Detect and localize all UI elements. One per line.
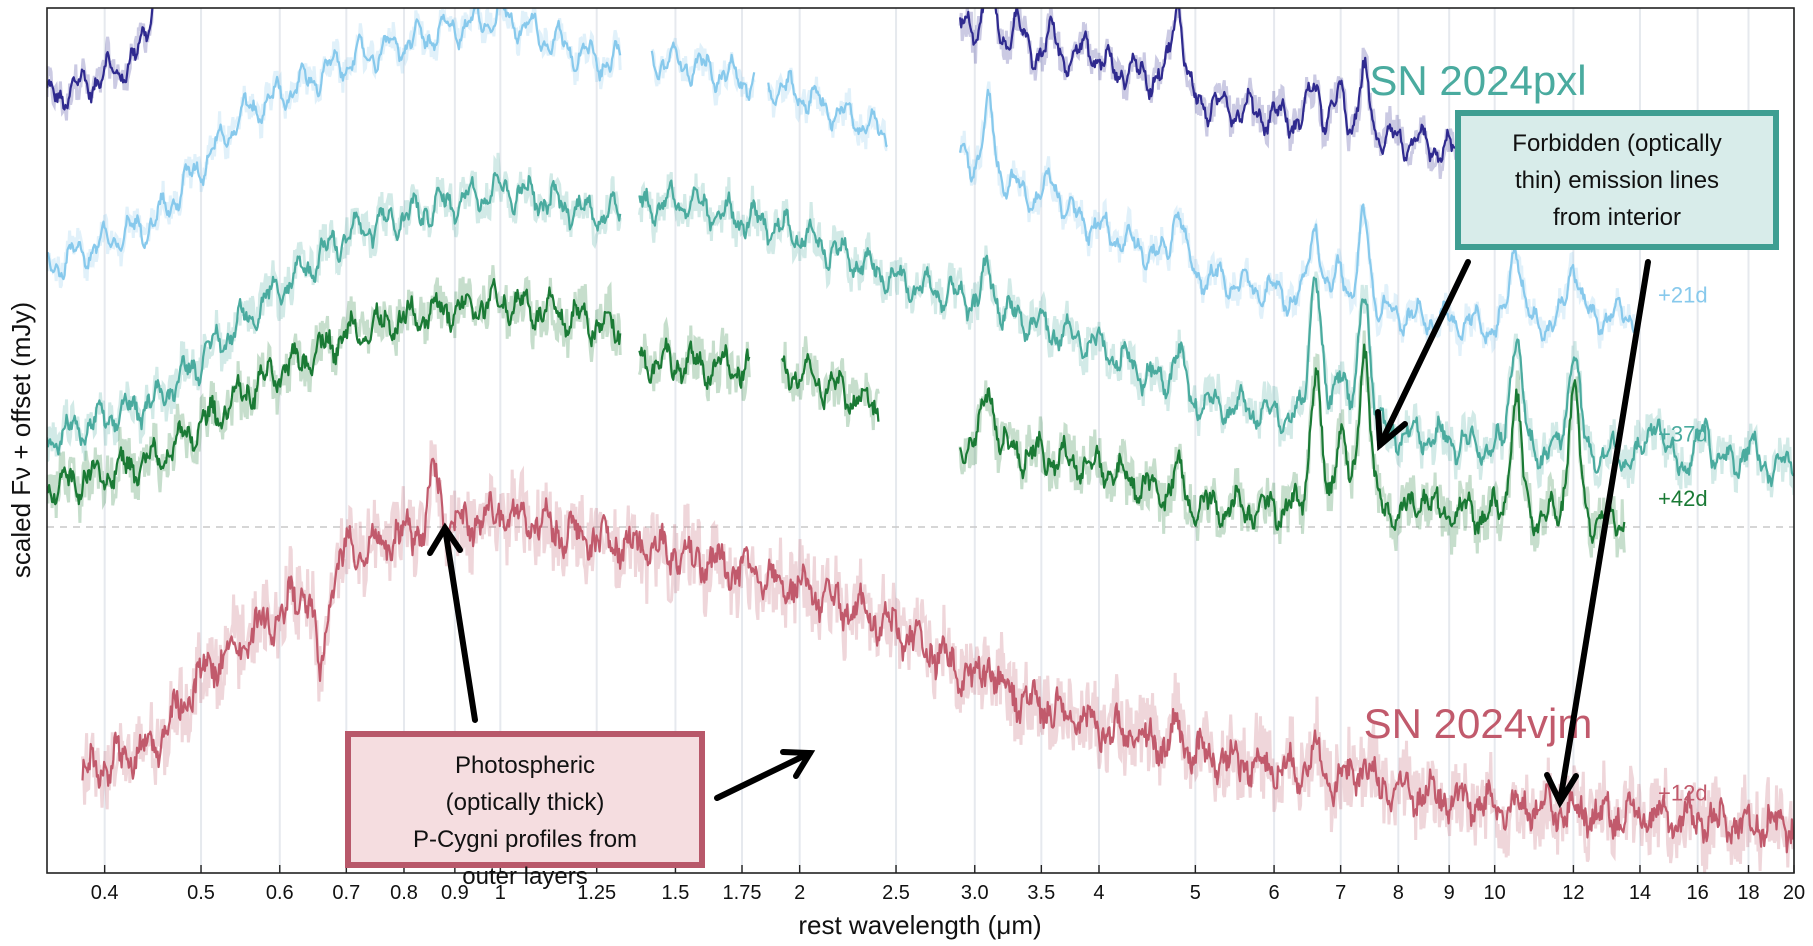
x-tick-label: 5 — [1190, 882, 1201, 904]
x-tick-label: 16 — [1687, 882, 1709, 904]
x-tick-label: 0.8 — [390, 882, 418, 904]
series-plus-37d — [47, 152, 1794, 498]
x-tick-label: 7 — [1335, 882, 1346, 904]
epoch-label: +37d — [1658, 421, 1708, 446]
forbidden-box — [1455, 110, 1779, 250]
x-tick-label: 9 — [1444, 882, 1455, 904]
photospheric-annotation: Photospheric (optically thick) P-Cygni pro… — [345, 731, 705, 890]
arrow-forbidden-right-head — [1544, 772, 1579, 809]
series-line — [959, 88, 1635, 345]
series-line — [47, 8, 154, 111]
arrow-photo-right-shaft — [714, 750, 813, 801]
x-tick-label: 18 — [1737, 882, 1759, 904]
x-tick-label: 10 — [1484, 882, 1506, 904]
x-tick-label: 20 — [1783, 882, 1805, 904]
sn-2024pxl-label: SN 2024pxl — [1369, 57, 1586, 104]
series-uncertainty — [47, 8, 622, 289]
series-layer — [47, 8, 1794, 873]
x-axis-title: rest wavelength (μm) — [798, 910, 1041, 940]
x-tick-label: 0.4 — [91, 882, 119, 904]
x-tick-label: 3.0 — [961, 882, 989, 904]
series-line — [47, 278, 622, 506]
series-line — [959, 343, 1626, 544]
x-tick-label: 1 — [495, 882, 506, 904]
x-tick-label: 0.5 — [187, 882, 215, 904]
series-line — [767, 69, 888, 148]
x-ticks: 0.4 0.5 0.6 0.7 0.8 0.9 1 1.25 1.5 1.75 2 2.5 3.0 3.5… — [91, 865, 1805, 904]
photospheric-text: Photospheric (optically thick) P-Cygni pro… — [413, 752, 637, 890]
x-tick-label: 6 — [1269, 882, 1280, 904]
annotation-arrows — [427, 259, 1651, 809]
forbidden-text: Forbidden (optically thin) emission lines… — [1512, 130, 1721, 231]
epoch-label: +21d — [1658, 282, 1708, 307]
x-tick-label: 0.7 — [332, 882, 360, 904]
epoch-label: +12d — [1658, 781, 1708, 806]
x-tick-label: 3.5 — [1027, 882, 1055, 904]
arrow-photo-up-head — [427, 522, 463, 556]
series-line — [638, 337, 751, 390]
x-tick-label: 1.25 — [577, 882, 616, 904]
x-tick-label: 4 — [1093, 882, 1104, 904]
x-tick-label: 8 — [1393, 882, 1404, 904]
series-line — [81, 457, 1794, 854]
photospheric-box — [345, 731, 705, 868]
series-plus-42d — [47, 265, 1626, 558]
series-line — [650, 41, 756, 101]
series-uncertainty — [651, 37, 756, 106]
x-tick-label: 2.5 — [882, 882, 910, 904]
series-line — [47, 8, 622, 281]
series-plus-21d — [47, 8, 1636, 356]
series-plus-12d — [81, 440, 1794, 873]
y-axis-title: scaled Fν + offset (mJy) — [6, 302, 36, 578]
x-tick-label: 14 — [1629, 882, 1651, 904]
arrow-photo-up-shaft — [442, 525, 478, 723]
series-line — [47, 172, 622, 456]
series-line — [780, 353, 880, 422]
x-tick-label: 1.5 — [662, 882, 690, 904]
x-tick-label: 2 — [794, 882, 805, 904]
x-tick-label: 0.9 — [441, 882, 469, 904]
arrow-forbidden-right-shaft — [1557, 259, 1651, 805]
epoch-label: +42d — [1658, 486, 1708, 511]
arrow-forbidden-left-head — [1375, 409, 1408, 452]
forbidden-annotation: Forbidden (optically thin) emission lines… — [1455, 110, 1779, 250]
arrow-photo-right-head — [780, 749, 816, 779]
x-tick-label: 0.6 — [266, 882, 294, 904]
arrow-forbidden-left-shaft — [1377, 259, 1471, 448]
plot-frame — [46, 7, 1795, 874]
x-tick-label: 1.75 — [723, 882, 762, 904]
series-line — [638, 179, 1794, 488]
x-tick-label: 12 — [1562, 882, 1584, 904]
sn-2024vjm-label: SN 2024vjm — [1364, 700, 1593, 747]
